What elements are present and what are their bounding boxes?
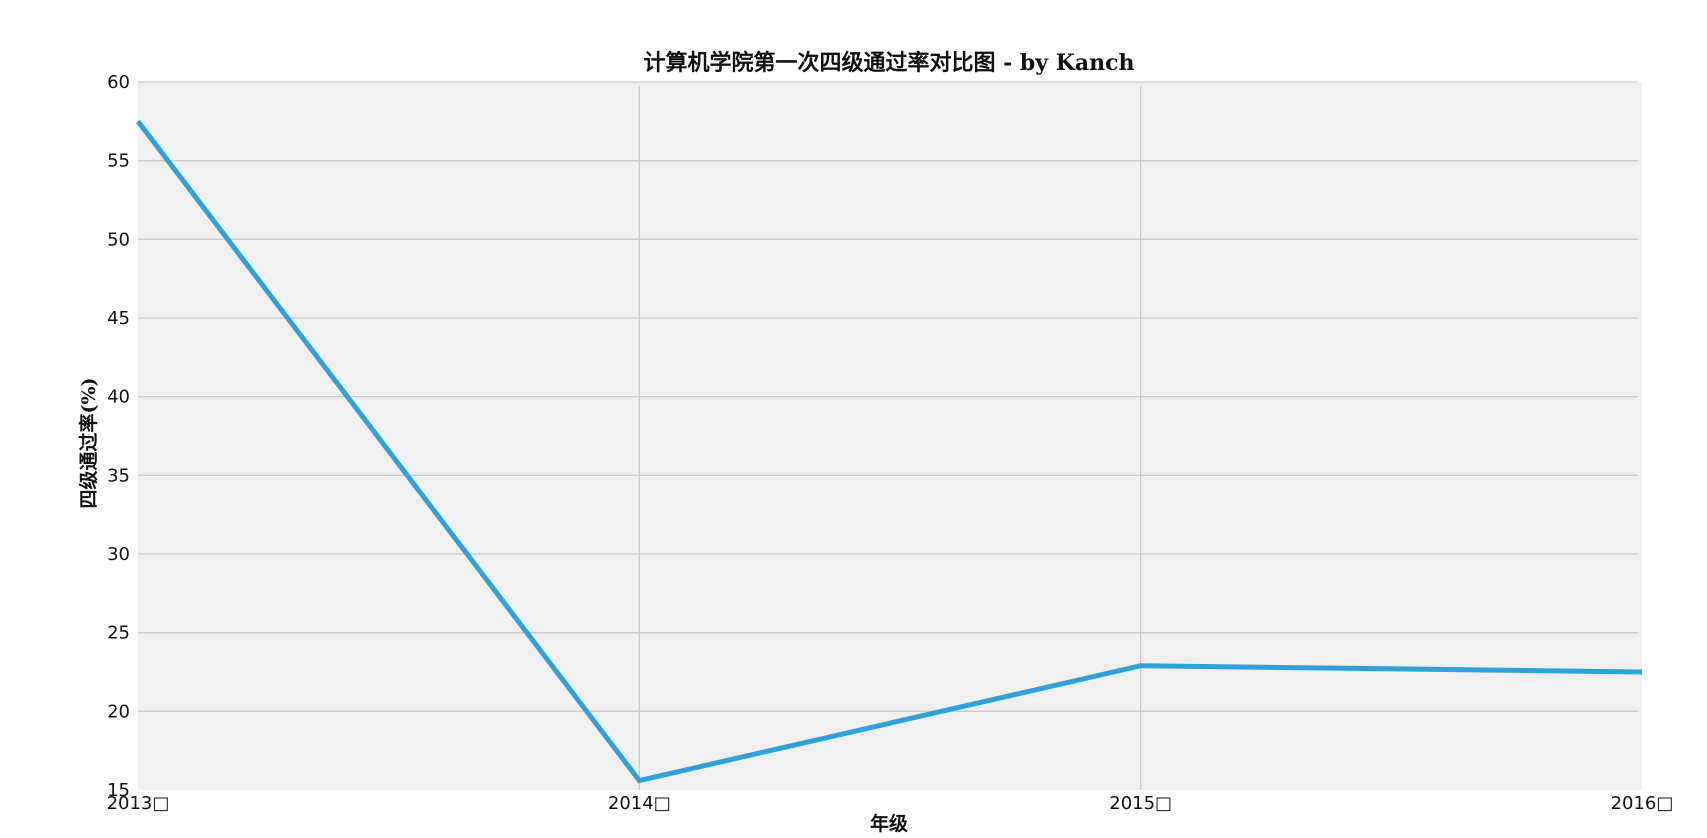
gridlines [138, 81, 1638, 790]
y-tick-label: 60 [107, 72, 130, 93]
plot-area [138, 82, 1642, 790]
y-tick-label: 35 [107, 465, 130, 486]
x-tick-label: 2015□ [1109, 793, 1172, 814]
chart-title: 计算机学院第一次四级通过率对比图 - by Kanch [643, 50, 1134, 76]
y-tick-label: 20 [107, 701, 130, 722]
y-axis-label: 四级通过率(%) [77, 377, 100, 508]
x-tick-label: 2014□ [608, 793, 671, 814]
y-axis-ticks: 15 20 25 30 35 40 45 50 55 60 [107, 72, 130, 801]
y-tick-label: 25 [107, 623, 130, 644]
x-axis-ticks: 2013□ 2014□ 2015□ 2016□ [107, 793, 1674, 814]
y-tick-label: 55 [107, 151, 130, 172]
y-tick-label: 15 [107, 780, 130, 801]
y-tick-label: 30 [107, 544, 130, 565]
series-layer [136, 119, 1643, 784]
y-tick-label: 45 [107, 308, 130, 329]
x-tick-label: 2013□ [107, 793, 170, 814]
series-line [136, 119, 1643, 784]
y-tick-label: 40 [107, 387, 130, 408]
y-tick-label: 50 [107, 229, 130, 250]
x-tick-label: 2016□ [1611, 793, 1674, 814]
x-axis-label: 年级 [870, 812, 908, 835]
